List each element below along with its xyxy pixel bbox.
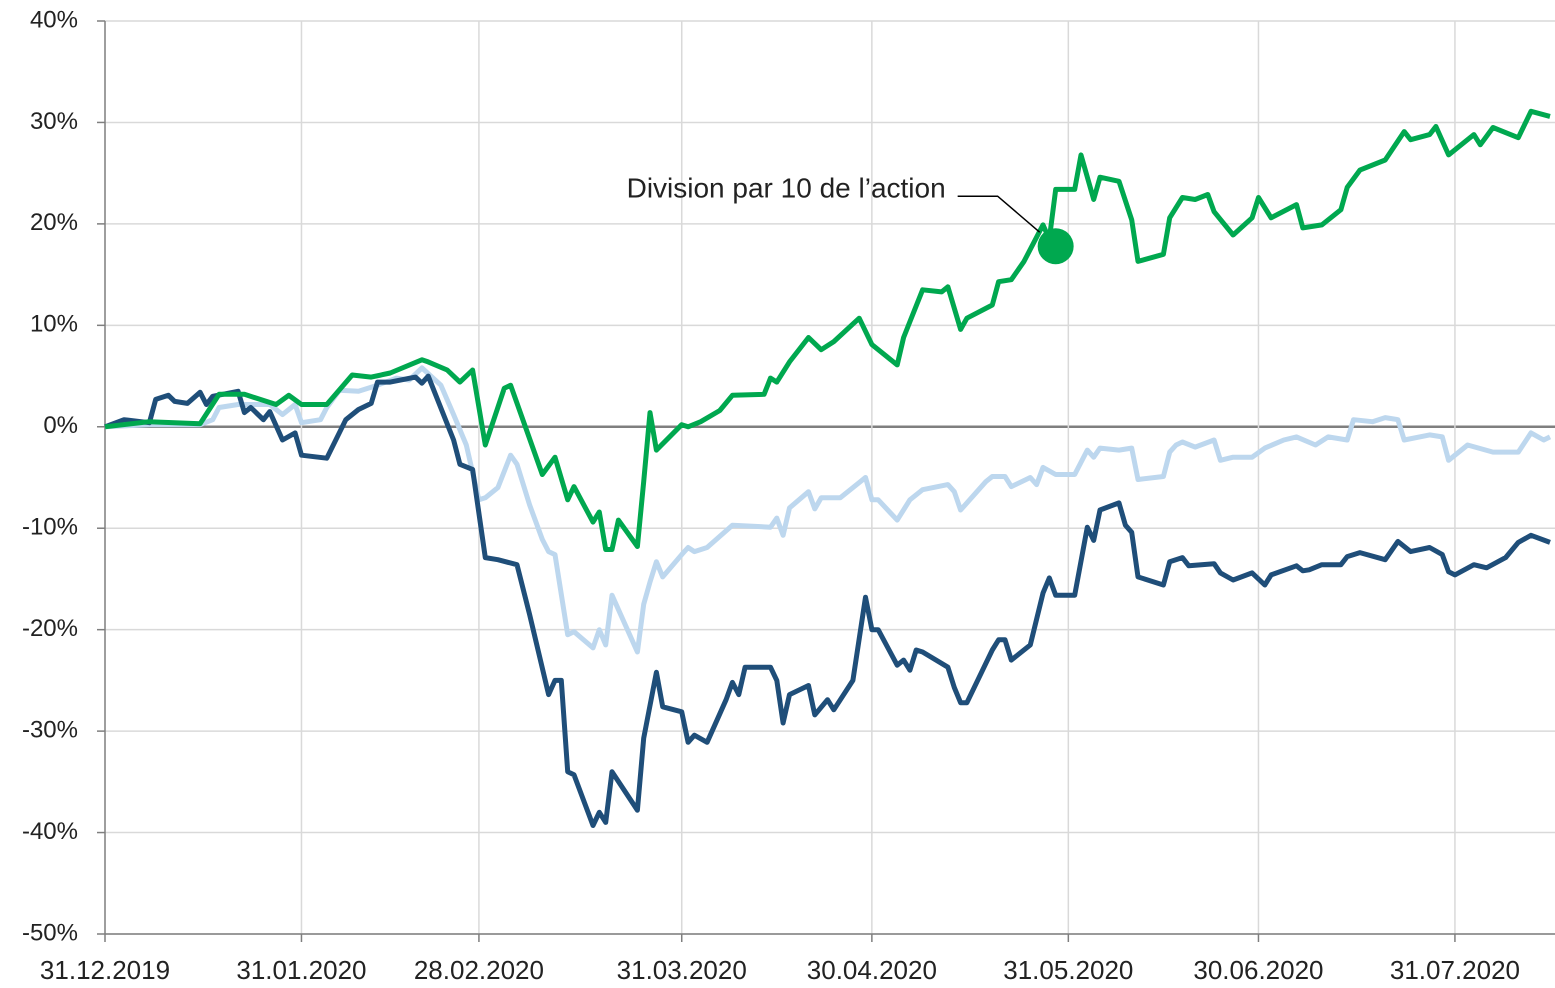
x-tick-label: 28.02.2020 xyxy=(414,955,544,985)
x-tick-label: 31.03.2020 xyxy=(617,955,747,985)
series-line xyxy=(104,108,1551,552)
x-tick-label: 30.06.2020 xyxy=(1193,955,1323,985)
annotation-text: Division par 10 de l’action xyxy=(627,173,946,204)
x-tick-label: 31.05.2020 xyxy=(1003,955,1133,985)
y-tick-label: -40% xyxy=(22,818,78,845)
y-tick-label: 10% xyxy=(30,311,78,338)
x-tick-label: 31.12.2019 xyxy=(40,955,170,985)
y-tick-label: -10% xyxy=(22,514,78,541)
x-tick-label: 30.04.2020 xyxy=(807,955,937,985)
y-tick-label: -50% xyxy=(22,919,78,946)
y-tick-label: 30% xyxy=(30,108,78,135)
y-tick-label: -30% xyxy=(22,716,78,743)
series-line xyxy=(104,373,1551,828)
x-tick-label: 31.07.2020 xyxy=(1390,955,1520,985)
y-tick-label: 20% xyxy=(30,209,78,236)
y-tick-label: -20% xyxy=(22,615,78,642)
annotation-leader xyxy=(957,195,1041,233)
y-tick-label: 0% xyxy=(43,412,78,439)
series-line xyxy=(104,365,1552,655)
x-tick-label: 31.01.2020 xyxy=(236,955,366,985)
y-tick-label: 40% xyxy=(30,6,78,33)
annotation-point xyxy=(1037,228,1074,265)
